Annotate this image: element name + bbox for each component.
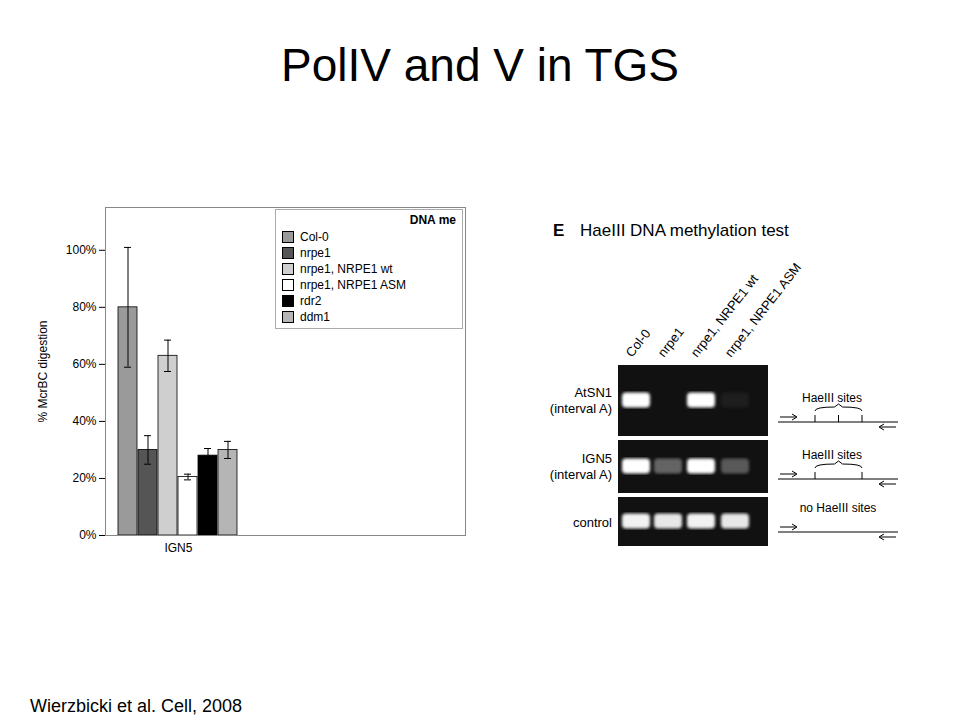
svg-text:IGN5: IGN5 xyxy=(164,541,192,555)
svg-text:20%: 20% xyxy=(72,471,96,485)
html-text:rdr2: rdr2 xyxy=(300,294,322,308)
svg-text:HaeIII sites: HaeIII sites xyxy=(802,391,862,405)
svg-text:nrpe1: nrpe1 xyxy=(655,324,687,359)
svg-text:80%: 80% xyxy=(72,300,96,314)
svg-text:40%: 40% xyxy=(72,414,96,428)
svg-text:AtSN1: AtSN1 xyxy=(574,385,612,400)
svg-text:no HaeIII sites: no HaeIII sites xyxy=(800,501,877,515)
svg-text:nrpe1, NRPE1 wt: nrpe1, NRPE1 wt xyxy=(687,271,762,360)
svg-text:nrpe1, NRPE1 ASM: nrpe1, NRPE1 ASM xyxy=(722,260,805,360)
svg-text:HaeIII sites: HaeIII sites xyxy=(802,448,862,462)
svg-text:control: control xyxy=(573,515,612,530)
html-text:nrpe1, NRPE1 ASM: nrpe1, NRPE1 ASM xyxy=(300,278,407,292)
html-text:PolIV and V in TGS: PolIV and V in TGS xyxy=(281,39,679,91)
svg-text:100%: 100% xyxy=(66,243,97,257)
html-text:nrpe1, NRPE1 wt: nrpe1, NRPE1 wt xyxy=(300,262,393,276)
html-text:Wierzbicki et al. Cell, 2008: Wierzbicki et al. Cell, 2008 xyxy=(30,696,243,716)
svg-text:60%: 60% xyxy=(72,357,96,371)
html-text:nrpe1: nrpe1 xyxy=(300,246,331,260)
svg-text:E: E xyxy=(553,221,564,240)
svg-text:0%: 0% xyxy=(79,528,97,542)
svg-text:(interval A): (interval A) xyxy=(550,401,612,416)
svg-text:% McrBC digestion: % McrBC digestion xyxy=(36,320,50,422)
svg-text:Col-0: Col-0 xyxy=(623,326,654,360)
svg-text:HaeIII DNA methylation test: HaeIII DNA methylation test xyxy=(580,221,789,240)
html-text:Col-0: Col-0 xyxy=(300,230,329,244)
html-text:ddm1: ddm1 xyxy=(300,310,330,324)
svg-text:IGN5: IGN5 xyxy=(582,451,612,466)
html-text:DNA me: DNA me xyxy=(409,213,456,227)
svg-text:(interval A): (interval A) xyxy=(550,467,612,482)
